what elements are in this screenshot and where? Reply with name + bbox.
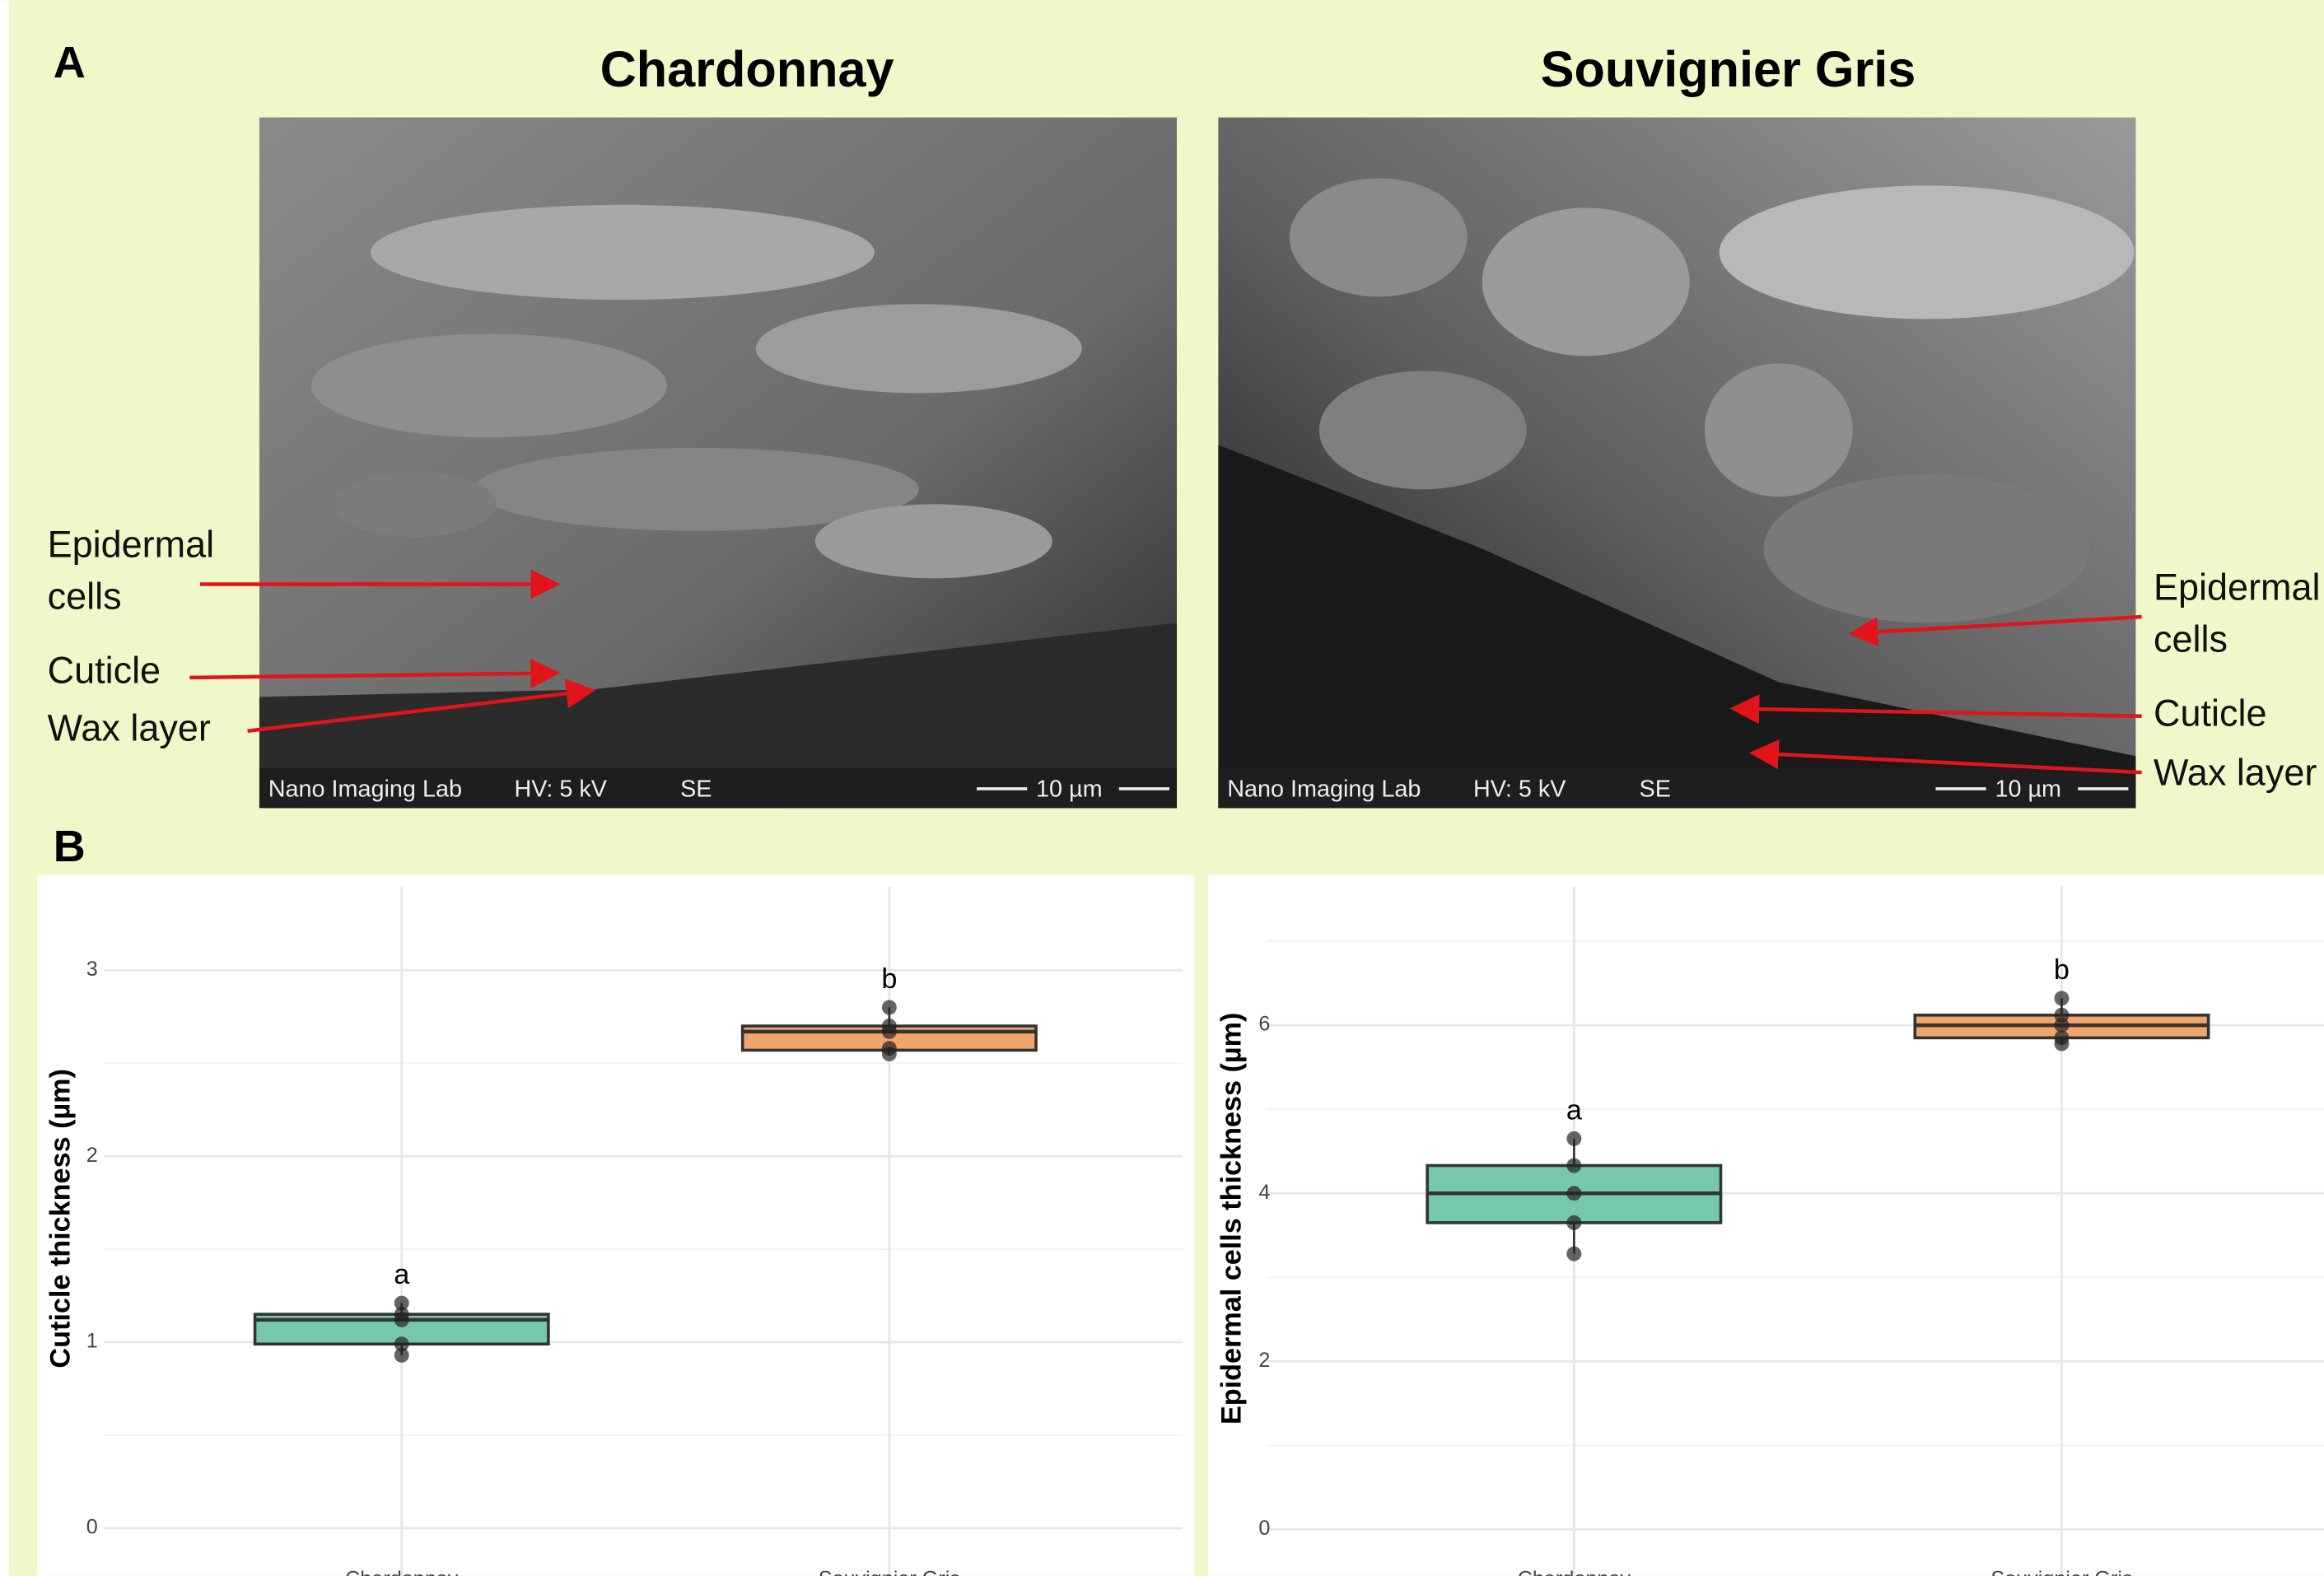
y-tick-label: 6	[1258, 1013, 1270, 1036]
image-footer: HV: 5 kV	[515, 776, 608, 802]
x-tick-label: Chardonnay	[1518, 1568, 1631, 1576]
x-tick-label: Souvignier Gris	[819, 1568, 960, 1576]
image-footer: Nano Imaging Lab	[1227, 776, 1421, 802]
y-tick-label: 2	[86, 1144, 98, 1167]
image-title: Souvignier Gris	[1541, 41, 1916, 97]
edge	[0, 0, 9, 1576]
callout-arrow	[247, 678, 596, 733]
callout-label: Cuticle	[48, 649, 161, 691]
data-point	[881, 1041, 897, 1056]
callout-label: cells	[2154, 618, 2228, 660]
plot-panel	[1207, 874, 2324, 1576]
data-point	[2054, 1007, 2070, 1023]
image-footer: SE	[1640, 776, 1671, 802]
sem-image	[1218, 117, 2136, 809]
data-point	[394, 1336, 409, 1352]
callout-arrow	[189, 658, 561, 688]
data-point	[881, 1000, 897, 1015]
data-point	[1566, 1186, 1582, 1201]
significance-letter: b	[881, 963, 897, 995]
x-tick-label: Souvignier Gris	[1990, 1568, 2132, 1576]
callout-label: Cuticle	[2154, 692, 2267, 734]
significance-letter: a	[1566, 1095, 1583, 1126]
data-point	[1566, 1158, 1582, 1173]
panel-label: B	[54, 822, 86, 871]
x-tick-label: Chardonnay	[345, 1568, 459, 1576]
significance-letter: b	[2054, 954, 2070, 986]
image-footer: HV: 5 kV	[1473, 776, 1566, 802]
y-tick-label: 0	[1258, 1517, 1270, 1540]
data-point	[1566, 1215, 1582, 1230]
y-tick-label: 4	[1258, 1181, 1270, 1204]
callout-arrow	[1748, 739, 2142, 775]
image-footer: 10 µm	[1036, 776, 1103, 802]
callout-label: cells	[48, 575, 122, 617]
panel-label: A	[54, 38, 86, 87]
significance-letter: a	[394, 1259, 410, 1290]
callout-label: Epidermal	[2154, 567, 2321, 608]
data-point	[2054, 991, 2070, 1006]
data-point	[1566, 1246, 1582, 1261]
data-point	[881, 1019, 897, 1034]
callout-label: Wax layer	[2154, 752, 2317, 794]
image-footer: SE	[680, 776, 712, 802]
callout-arrow	[1729, 694, 2142, 725]
data-point	[394, 1295, 409, 1311]
callout-label: Epidermal	[48, 523, 215, 565]
data-point	[2054, 1030, 2070, 1046]
plot-panel	[36, 874, 1195, 1576]
data-point	[394, 1347, 409, 1363]
y-axis-label: Cuticle thickness (µm)	[45, 1069, 77, 1369]
callout-label: Wax layer	[48, 707, 211, 749]
y-axis-label: Epidermal cells thickness (µm)	[1216, 1013, 1247, 1424]
image-footer: 10 µm	[1995, 776, 2061, 802]
image-title: Chardonnay	[600, 41, 894, 97]
y-tick-label: 2	[1258, 1349, 1270, 1372]
data-point	[1566, 1131, 1582, 1146]
y-tick-label: 1	[86, 1330, 98, 1353]
y-tick-label: 0	[86, 1516, 98, 1539]
image-footer: Nano Imaging Lab	[268, 776, 462, 802]
sem-image	[259, 117, 1177, 809]
data-point	[394, 1307, 409, 1322]
y-tick-label: 3	[86, 958, 98, 981]
callout-arrow	[1848, 614, 2142, 647]
